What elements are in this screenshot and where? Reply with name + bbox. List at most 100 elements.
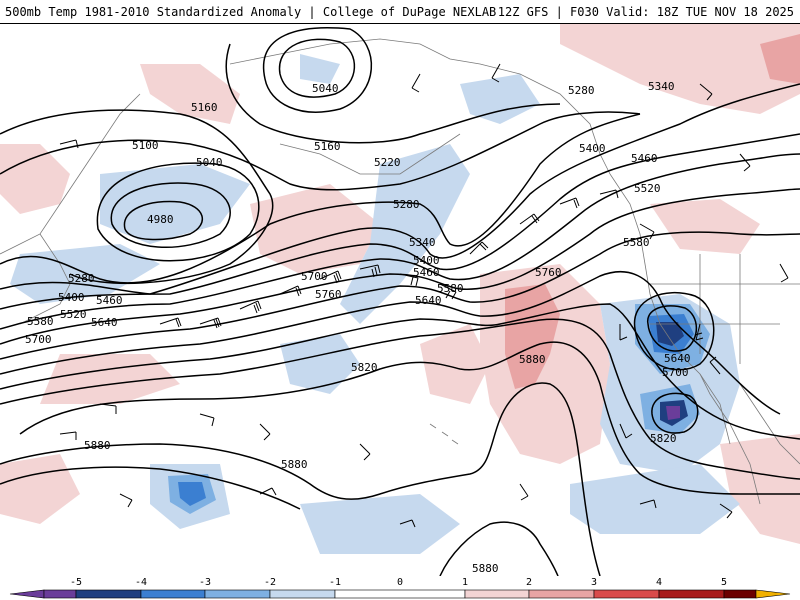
colorbar-swatch (269, 589, 336, 599)
wind-barb (199, 413, 215, 427)
wind-barb (639, 223, 655, 240)
contour-label: 5700 (25, 333, 52, 346)
wind-barb (159, 317, 182, 328)
colorbar-swatches (9, 589, 791, 599)
contour-label: 5880 (519, 353, 546, 366)
wind-barb (259, 423, 271, 441)
colorbar-tick-label: 2 (526, 577, 532, 588)
wind-barb (709, 356, 721, 375)
contour-5700 (0, 303, 800, 440)
colorbar-swatch (75, 589, 142, 599)
contour-label: 5580 (623, 236, 650, 249)
contour-label: 5820 (650, 432, 677, 445)
cold-anomaly-area (178, 482, 206, 506)
wind-barb (279, 285, 302, 297)
wind-barb (411, 73, 421, 93)
contour-label: 5580 (27, 315, 54, 328)
wind-barb (491, 63, 501, 83)
wind-barb (519, 213, 540, 225)
contour-label: 5520 (634, 182, 661, 195)
warm-anomaly-area (0, 144, 70, 214)
warm-anomaly-area (140, 64, 240, 124)
wind-barb (599, 189, 619, 199)
wind-barb (519, 483, 529, 501)
colorbar-tick-label: 3 (591, 577, 597, 588)
cutoff-low-outer (633, 291, 715, 371)
warm-anomaly-area (760, 34, 800, 84)
wind-barb (59, 139, 79, 149)
colorbar-swatch (334, 589, 466, 599)
colorbar-tick-label: -4 (135, 577, 147, 588)
wind-barb (719, 503, 733, 519)
contour-4980 (123, 200, 204, 241)
contour-5520 (0, 188, 800, 345)
contour-label: 5340 (648, 80, 675, 93)
contour-label: 5460 (96, 294, 123, 307)
contour-5880-ridge (0, 382, 601, 576)
contour-label: 5160 (191, 101, 218, 114)
wind-barb (694, 323, 704, 341)
anomaly-colorbar: -5 -4 -3 -2 -1 0 1 2 3 4 5 (0, 576, 800, 600)
colorbar-tick-label: -5 (70, 577, 82, 588)
contour-5160-mid (225, 43, 561, 144)
contour-label: 5340 (409, 236, 436, 249)
colorbar-swatch (658, 589, 725, 599)
colorbar-tick-label: 0 (397, 577, 403, 588)
wind-barbs (59, 63, 789, 528)
contour-label: 5400 (413, 254, 440, 267)
contour-5640 (0, 271, 781, 415)
map-title: 500mb Temp 1981-2010 Standardized Anomal… (5, 5, 497, 19)
coastline-kamchatka (19, 233, 71, 325)
contour-5880-bottom (439, 521, 559, 576)
coastline-siberia (0, 93, 141, 255)
contour-label: 5700 (662, 366, 689, 379)
wind-barb (239, 300, 262, 314)
colorbar-swatch (43, 589, 77, 599)
wind-barb (359, 443, 371, 461)
contour-label: 5460 (413, 266, 440, 279)
cold-anomaly-area (666, 406, 680, 420)
warm-anomaly-area (250, 184, 380, 274)
wind-barb (319, 270, 342, 284)
contour-label: 5580 (437, 282, 464, 295)
cold-anomaly-area (280, 334, 360, 394)
colorbar-swatch (464, 589, 530, 599)
colorbar-swatch (528, 589, 595, 599)
contour-5160 (0, 109, 274, 285)
contour-label: 5640 (664, 352, 691, 365)
colorbar-swatch (140, 589, 206, 599)
contour-label: 5880 (84, 439, 111, 452)
wind-barb (639, 499, 657, 509)
colorbar-tick-label: -1 (329, 577, 341, 588)
wind-barb (619, 324, 628, 341)
wind-barb (99, 403, 117, 414)
coastline-mexico (739, 383, 800, 465)
colorbar-swatch (593, 589, 660, 599)
contour-label: 5100 (132, 139, 159, 152)
colorbar-tick-label: 5 (721, 577, 727, 588)
colorbar-tick-label: -2 (264, 577, 276, 588)
coastline-aleutians (279, 133, 461, 175)
contour-label: 5880 (472, 562, 499, 575)
contour-label: 5640 (91, 316, 118, 329)
contour-5100-top (262, 27, 372, 113)
wind-barb (259, 487, 277, 496)
contour-label: 5220 (374, 156, 401, 169)
contour-label: 5280 (393, 198, 420, 211)
contour-label: 4980 (147, 213, 174, 226)
contour-5100-left (96, 162, 260, 262)
colorbar-tick-label: -3 (199, 577, 211, 588)
contour-label: 5040 (196, 156, 223, 169)
contour-5040-top (278, 38, 356, 98)
wind-barb (739, 153, 751, 172)
wind-barb (439, 283, 457, 300)
wind-barb (559, 197, 580, 209)
contour-5400 (0, 133, 800, 310)
warm-anomaly-area (420, 324, 490, 404)
contour-label: 5700 (301, 270, 328, 283)
colorbar-tick-label: 1 (462, 577, 468, 588)
cutoff-low-south (651, 392, 699, 434)
warm-anomaly-area (0, 454, 80, 524)
wind-barb (59, 431, 77, 440)
